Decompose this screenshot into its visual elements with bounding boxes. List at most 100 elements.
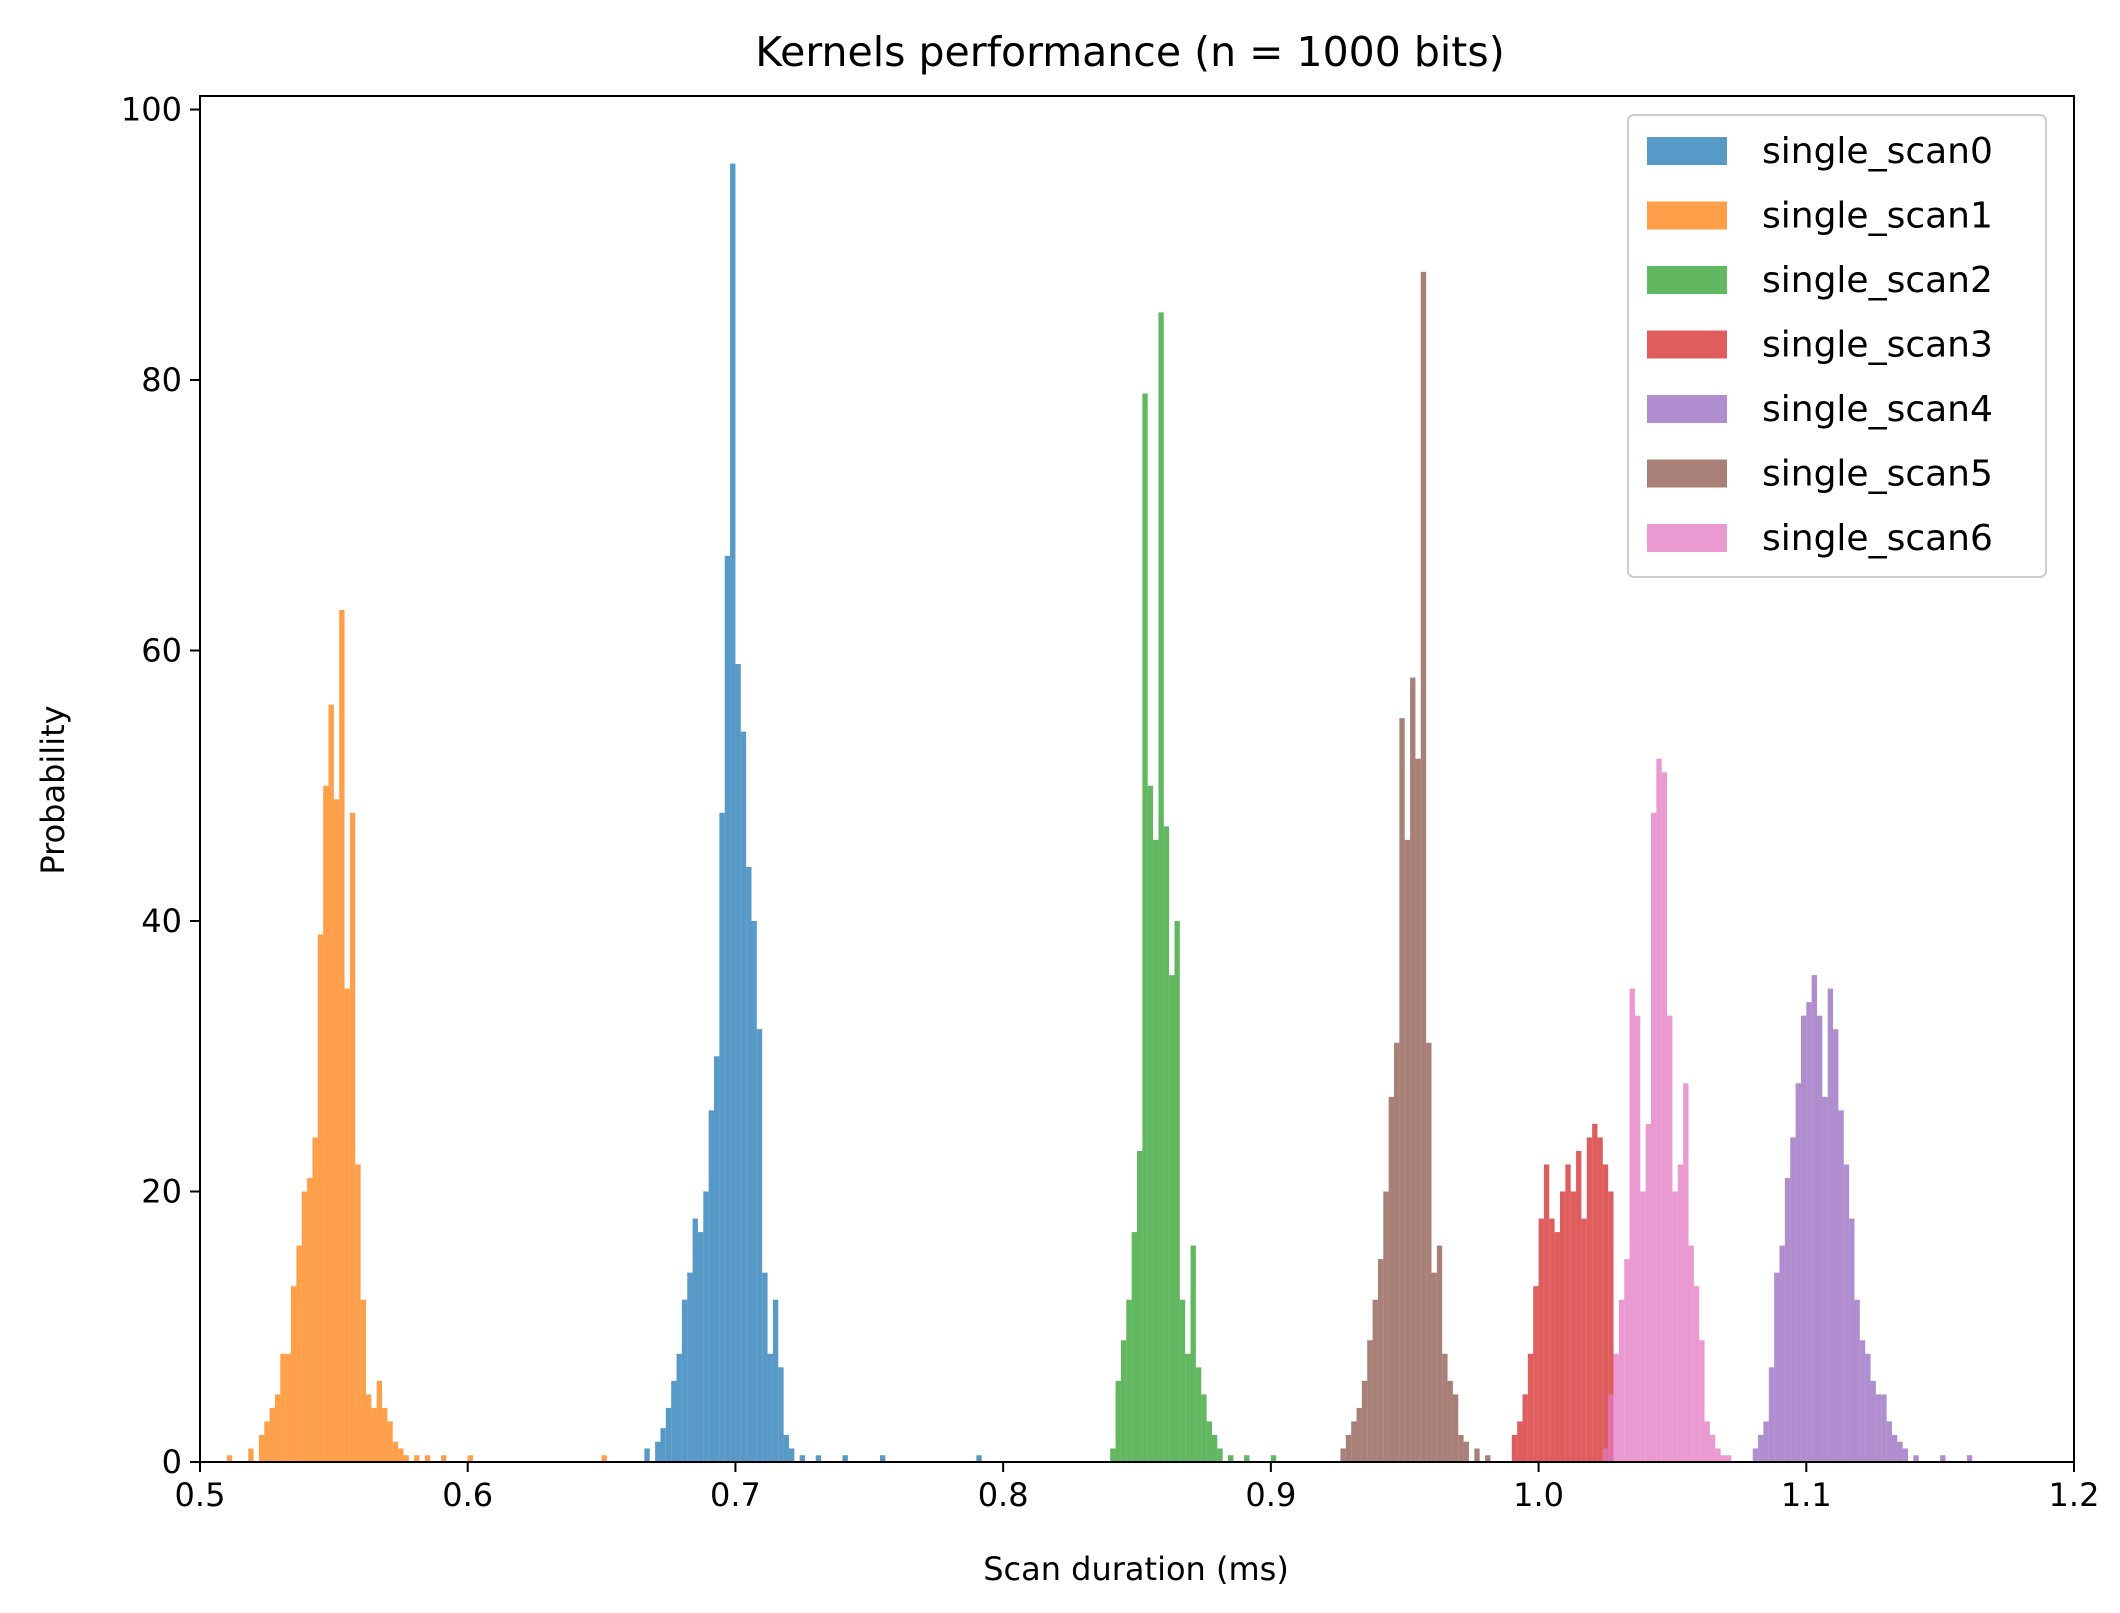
legend-items: single_scan0 single_scan1 single_scan2sing… (1647, 131, 1993, 559)
y-tick-label: 20 (141, 1173, 182, 1211)
histogram-bar (676, 1353, 682, 1462)
histogram-bar (660, 1428, 666, 1462)
histogram-bar (1859, 1340, 1866, 1462)
histogram-bar (1581, 1218, 1587, 1462)
histogram-bar (1608, 1191, 1614, 1462)
histogram-bar (1517, 1421, 1523, 1462)
histogram-bar (767, 1353, 773, 1462)
histogram-bar (1806, 1002, 1812, 1462)
histogram-bar (601, 1455, 607, 1462)
x-tick-label: 0.9 (1245, 1476, 1296, 1514)
histogram-bar (1683, 1083, 1689, 1462)
histogram-bar (703, 1191, 709, 1462)
histogram-bar (1527, 1353, 1534, 1462)
histogram-bar (1602, 1448, 1609, 1462)
histogram-bar (1340, 1448, 1346, 1462)
legend-label: single_scan4 (1762, 389, 1993, 430)
histogram-bar (376, 1380, 383, 1462)
histogram-bar (697, 1232, 704, 1462)
histogram-bar (1875, 1394, 1882, 1462)
histogram-bar (1966, 1455, 1973, 1462)
histogram-bar (1153, 839, 1159, 1462)
histogram-bar (1442, 1353, 1448, 1462)
histogram-bar (1131, 1232, 1137, 1462)
histogram-bar (264, 1421, 270, 1462)
legend-swatch (1647, 395, 1727, 423)
histogram-bar (371, 1407, 377, 1462)
histogram-bar (301, 1191, 308, 1462)
histogram-bar (1110, 1448, 1116, 1462)
histogram-bar (719, 812, 725, 1462)
series-single_scan1 (226, 609, 607, 1462)
histogram-bar (1383, 1191, 1389, 1462)
histogram-bar (403, 1455, 409, 1462)
histogram-bar (1822, 1096, 1828, 1462)
histogram-bar (312, 1137, 318, 1462)
histogram-bar (1672, 1191, 1678, 1462)
histogram-bar (291, 1286, 297, 1462)
histogram-bar (1474, 1448, 1480, 1462)
legend-swatch (1647, 330, 1727, 359)
histogram-bar (1597, 1137, 1603, 1462)
histogram-bar (226, 1455, 233, 1462)
histogram-bar (365, 1394, 372, 1462)
histogram-bar (248, 1448, 254, 1462)
histogram-bar (1201, 1394, 1207, 1462)
histogram-bar (1399, 718, 1405, 1462)
histogram-bar (1656, 758, 1662, 1462)
histogram-bar (1902, 1448, 1909, 1462)
histogram-bar (1720, 1455, 1726, 1462)
histogram-bar (1704, 1421, 1710, 1462)
histogram-bar (1651, 812, 1657, 1462)
histogram-bar (317, 934, 324, 1462)
histogram-bar (1538, 1218, 1544, 1462)
histogram-bar (1833, 1029, 1839, 1462)
histogram-bar (708, 1110, 715, 1462)
x-tick-label: 1.0 (1513, 1476, 1564, 1514)
histogram-bar (1763, 1421, 1769, 1462)
histogram-bar (1849, 1218, 1855, 1462)
histogram-bar (328, 704, 334, 1462)
histogram-bar (1533, 1286, 1539, 1462)
histogram-bar (783, 1434, 789, 1462)
histogram-bar (1865, 1353, 1871, 1462)
histogram-bar (1774, 1272, 1780, 1462)
histogram-bar (1913, 1455, 1919, 1462)
legend-item: single_scan6 (1647, 518, 1993, 559)
x-axis-label: Scan duration (ms) (983, 1550, 1289, 1588)
histogram-bar (1634, 1015, 1641, 1462)
legend-box (1627, 114, 2047, 578)
histogram-bar (1185, 1353, 1191, 1462)
y-tick-label: 40 (141, 902, 182, 940)
histogram-bar (1618, 1299, 1625, 1462)
x-tick-label: 1.1 (1781, 1476, 1832, 1514)
legend-label: single_scan6 (1762, 518, 1993, 559)
legend-label: single_scan1 (1762, 196, 1993, 237)
histogram-bar (644, 1448, 650, 1462)
histogram-bar (842, 1455, 848, 1462)
y-tick-label: 80 (141, 361, 182, 399)
histogram-bar (1779, 1245, 1785, 1462)
histogram-bar (1195, 1367, 1202, 1462)
histogram-bar (1211, 1434, 1218, 1462)
histogram-bar (339, 609, 345, 1462)
legend-item: single_scan3 (1647, 325, 1993, 366)
histogram-bar (735, 664, 741, 1462)
histogram-bar (1677, 1164, 1684, 1462)
histogram-bar (778, 1367, 784, 1462)
histogram-bar (1463, 1441, 1469, 1462)
histogram-bar (1570, 1191, 1577, 1462)
histogram-bar (392, 1441, 399, 1462)
histogram-bar (1752, 1448, 1759, 1462)
histogram-bar (1613, 1353, 1619, 1462)
histogram-bar (1800, 1015, 1807, 1462)
legend-label: single_scan0 (1762, 131, 1993, 172)
legend-label: single_scan5 (1762, 454, 1993, 495)
histogram-bar (1458, 1434, 1464, 1462)
histogram-bar (333, 799, 340, 1462)
histogram-bar (746, 866, 752, 1462)
histogram-bar (1394, 1042, 1400, 1462)
series-single_scan5 (1340, 271, 1491, 1462)
histogram-bar (414, 1455, 420, 1462)
histogram-bar (1426, 1042, 1432, 1462)
